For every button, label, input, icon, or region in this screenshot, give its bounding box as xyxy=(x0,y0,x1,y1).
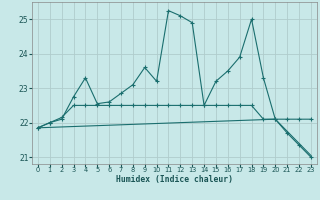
X-axis label: Humidex (Indice chaleur): Humidex (Indice chaleur) xyxy=(116,175,233,184)
